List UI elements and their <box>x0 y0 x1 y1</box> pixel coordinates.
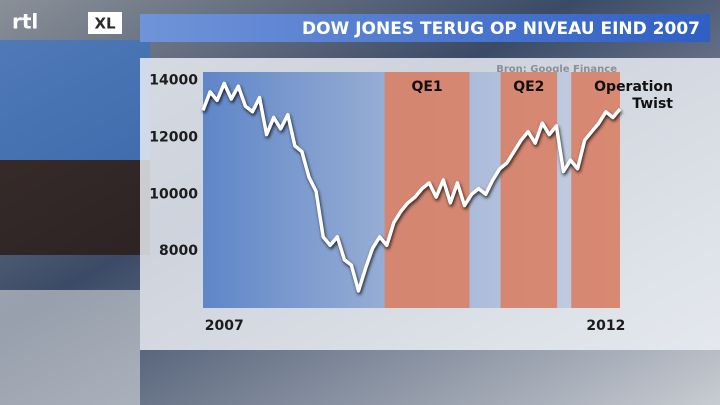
y-tick-label: 12000 <box>149 129 198 145</box>
photo-sign <box>0 40 150 160</box>
y-tick-label: 14000 <box>149 73 198 89</box>
x-tick-label: 2012 <box>586 318 625 334</box>
line <box>201 81 622 293</box>
source: Bron: Google Finance <box>496 64 617 75</box>
title-bar <box>140 14 710 42</box>
x-tick-label: 2007 <box>205 318 244 334</box>
band-label: QE2 <box>513 79 544 95</box>
band-label: Operation <box>594 79 673 95</box>
logo-brand: rtl <box>12 10 38 34</box>
logo-box <box>88 12 122 34</box>
band <box>571 72 620 308</box>
band <box>500 72 558 308</box>
photo-ticker <box>0 160 150 255</box>
photo-street <box>0 290 140 405</box>
band-label: Twist <box>632 96 673 112</box>
band-label: QE1 <box>411 79 442 95</box>
y-tick-label: 8000 <box>159 243 198 259</box>
logo-product: XL <box>94 15 116 33</box>
chart-title: DOW JONES TERUG OP NIVEAU EIND 2007 <box>302 19 700 39</box>
y-tick-label: 10000 <box>149 186 198 202</box>
